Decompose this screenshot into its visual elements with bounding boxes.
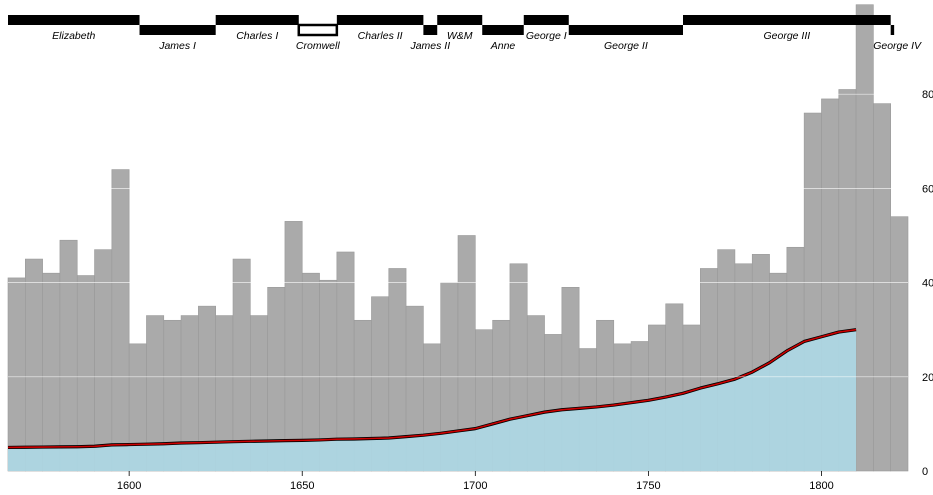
reign-bar xyxy=(297,23,339,37)
price-bar xyxy=(873,103,891,472)
y-tick-label: 80 xyxy=(922,89,933,101)
reign-label: Cromwell xyxy=(296,40,340,52)
y-tick-label: 60 xyxy=(922,183,933,195)
price-bar xyxy=(7,277,26,472)
x-tick-label: 1750 xyxy=(636,480,660,492)
reign-bar xyxy=(336,15,424,25)
reign-bar xyxy=(8,15,140,25)
wages-area xyxy=(8,329,857,471)
reign-label: George IV xyxy=(873,40,922,52)
y-tick-label: 20 xyxy=(922,372,933,384)
reign-label: James I xyxy=(158,40,196,52)
reign-label: Anne xyxy=(490,40,516,52)
price-bar xyxy=(284,221,303,472)
y-tick-label: 0 xyxy=(922,466,928,478)
reign-bar xyxy=(423,25,438,35)
reign-bar xyxy=(568,25,683,35)
reign-bar xyxy=(523,15,569,25)
reign-label: George I xyxy=(526,30,567,42)
reign-label: Charles I xyxy=(236,30,278,42)
price-bar xyxy=(111,169,130,472)
x-tick-label: 1600 xyxy=(117,480,141,492)
gridline-layer xyxy=(8,93,908,378)
reign-bar xyxy=(683,15,891,25)
price-bar xyxy=(855,4,874,472)
reign-bar xyxy=(437,15,483,25)
price-bar xyxy=(42,272,61,472)
reign-timeline: Elizabeth James I Charles I Cromwell Charles… xyxy=(8,15,922,52)
price-bar xyxy=(890,216,909,472)
reign-label: W&M xyxy=(447,30,473,42)
x-tick-label: 1800 xyxy=(809,480,833,492)
reign-label: Charles II xyxy=(358,30,403,42)
wage-layer xyxy=(7,328,857,471)
price-bar xyxy=(76,275,95,472)
x-tick-label: 1700 xyxy=(463,480,487,492)
y-axis: 0 20 40 60 80 xyxy=(922,89,933,478)
x-axis: 1600 1650 1700 1750 1800 xyxy=(117,471,834,492)
reign-bar xyxy=(482,25,524,35)
price-bar xyxy=(232,258,251,472)
reign-label: George III xyxy=(763,30,810,42)
price-bar xyxy=(59,239,78,472)
reign-bar xyxy=(215,15,299,25)
price-bar xyxy=(25,258,43,472)
reign-label: George II xyxy=(604,40,648,52)
reign-label: Elizabeth xyxy=(52,30,95,42)
reign-label: James II xyxy=(409,40,450,52)
y-tick-label: 40 xyxy=(922,278,933,290)
reign-bar xyxy=(139,25,216,35)
reign-bar xyxy=(890,25,895,35)
wages-line xyxy=(7,328,857,449)
x-tick-label: 1650 xyxy=(290,480,314,492)
